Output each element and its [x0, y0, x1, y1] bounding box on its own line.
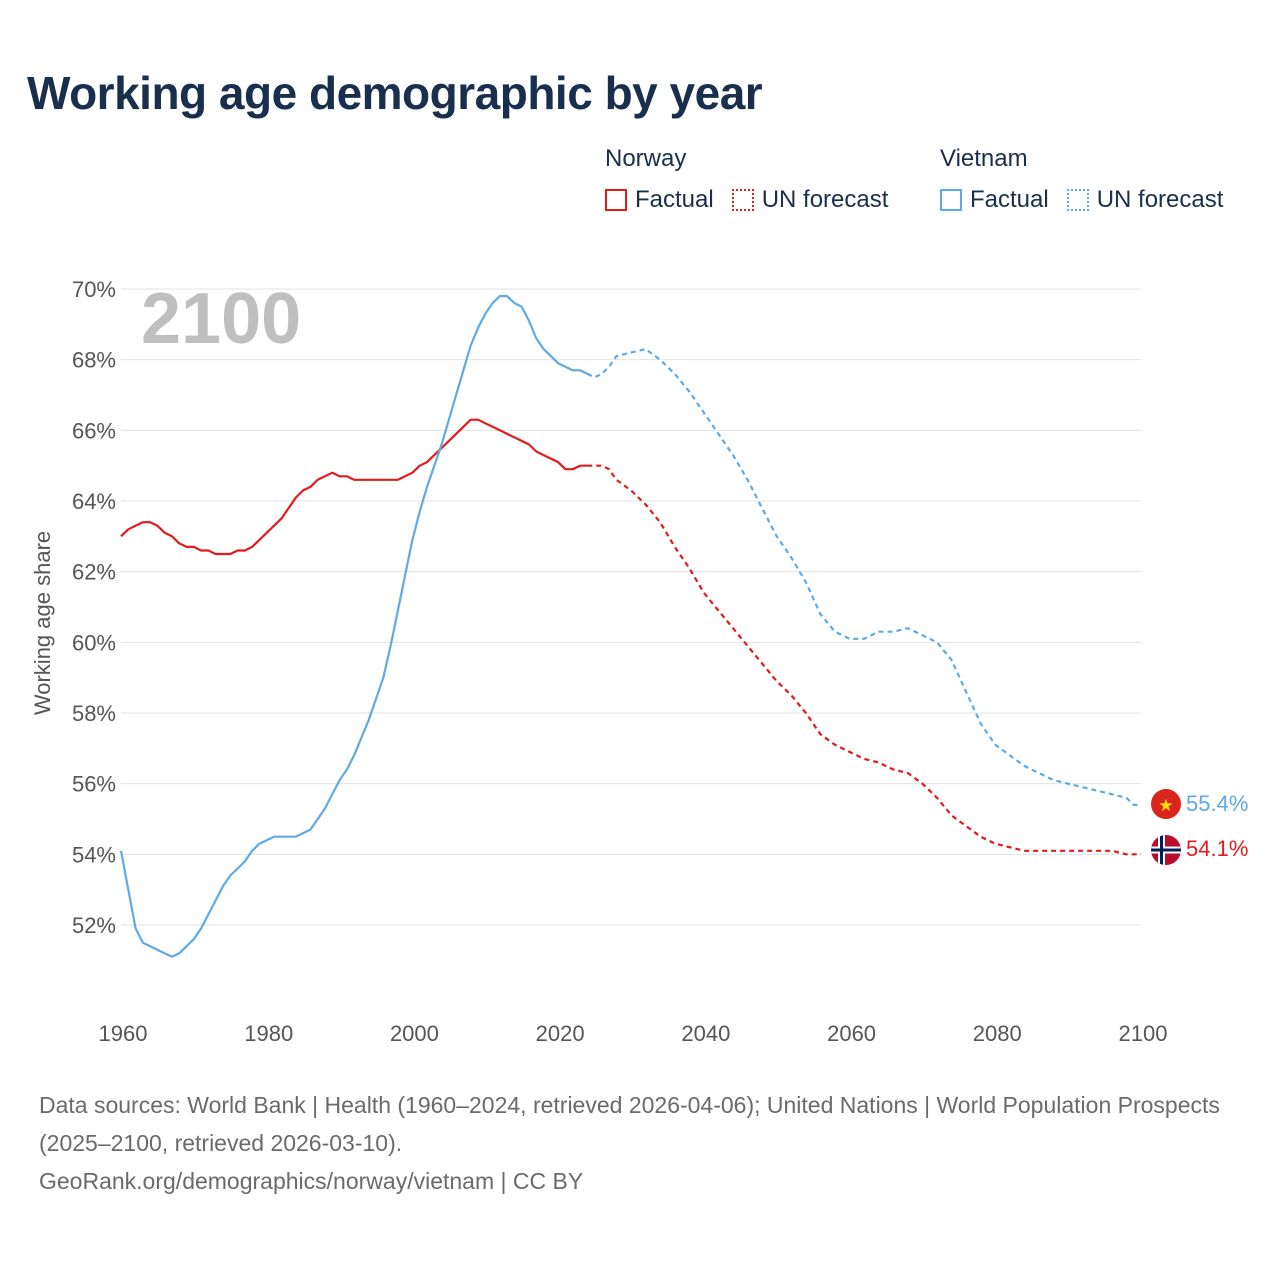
legend-item-norway-factual[interactable]: Factual [605, 186, 714, 214]
norway-forecast-line[interactable] [587, 464, 1141, 856]
legend-item-vietnam-factual[interactable]: Factual [940, 186, 1049, 214]
series-lines[interactable] [119, 295, 1141, 958]
legend-swatch-norway-factual [605, 189, 627, 211]
legend-vietnam: Vietnam Factual UN forecast [940, 144, 1223, 214]
legend-swatch-vietnam-forecast [1066, 189, 1089, 211]
legend-country-norway: Norway [605, 145, 687, 172]
y-tick-label: 62% [72, 560, 116, 585]
y-tick-labels: 52% 54% 56% 58% 60% 62% 64% 66% 68% 70% [72, 277, 116, 938]
footer-credit: GeoRank.org/demographics/norway/vietnam … [39, 1168, 584, 1194]
legend-label-norway-forecast: UN forecast [761, 186, 889, 213]
x-tick-label: 2040 [681, 1021, 730, 1046]
y-tick-label: 54% [72, 842, 116, 867]
year-watermark: 2100 [141, 279, 301, 359]
legend-item-norway-forecast[interactable]: UN forecast [731, 186, 889, 214]
y-tick-label: 70% [72, 277, 116, 302]
legend-label-norway-factual: Factual [635, 186, 714, 213]
legend-item-vietnam-forecast[interactable]: UN forecast [1066, 186, 1224, 214]
grid-lines [121, 288, 1141, 926]
x-tick-label: 1980 [244, 1021, 293, 1046]
norway-flag-icon [1151, 835, 1181, 865]
y-tick-label: 56% [72, 772, 116, 797]
x-tick-label: 2100 [1119, 1021, 1168, 1046]
footer-sources: Data sources: World Bank | Health (1960–… [39, 1092, 1220, 1156]
y-tick-label: 58% [72, 701, 116, 726]
legend-label-vietnam-factual: Factual [970, 186, 1049, 213]
x-tick-label: 2020 [536, 1021, 585, 1046]
legend-norway: Norway Factual UN forecast [605, 144, 906, 214]
vietnam-end-label: 55.4% [1186, 791, 1248, 816]
legend-swatch-norway-forecast [731, 189, 754, 211]
norway-factual-line[interactable] [120, 418, 588, 556]
legend-label-vietnam-forecast: UN forecast [1096, 186, 1224, 213]
y-tick-label: 64% [72, 489, 116, 514]
legend-swatch-vietnam-factual [940, 189, 962, 211]
footer: Data sources: World Bank | Health (1960–… [39, 1086, 1239, 1200]
y-tick-label: 60% [72, 630, 116, 655]
legend-country-vietnam: Vietnam [940, 145, 1028, 172]
x-tick-label: 2080 [973, 1021, 1022, 1046]
x-tick-label: 2000 [390, 1021, 439, 1046]
norway-end-label: 54.1% [1186, 836, 1248, 861]
chart-title: Working age demographic by year [27, 67, 763, 119]
x-tick-label: 2060 [827, 1021, 876, 1046]
y-tick-label: 52% [72, 913, 116, 938]
x-tick-label: 1960 [99, 1021, 148, 1046]
vietnam-forecast-line[interactable] [586, 348, 1141, 807]
vietnam-flag-icon: ★ [1151, 789, 1181, 819]
x-tick-labels: 1960 1980 2000 2020 2040 2060 2080 2100 [99, 1021, 1168, 1046]
y-axis-label: Working age share [30, 531, 55, 715]
y-tick-label: 66% [72, 418, 116, 443]
svg-text:★: ★ [1158, 796, 1173, 816]
vietnam-factual-line[interactable] [119, 295, 588, 958]
y-tick-label: 68% [72, 348, 116, 373]
